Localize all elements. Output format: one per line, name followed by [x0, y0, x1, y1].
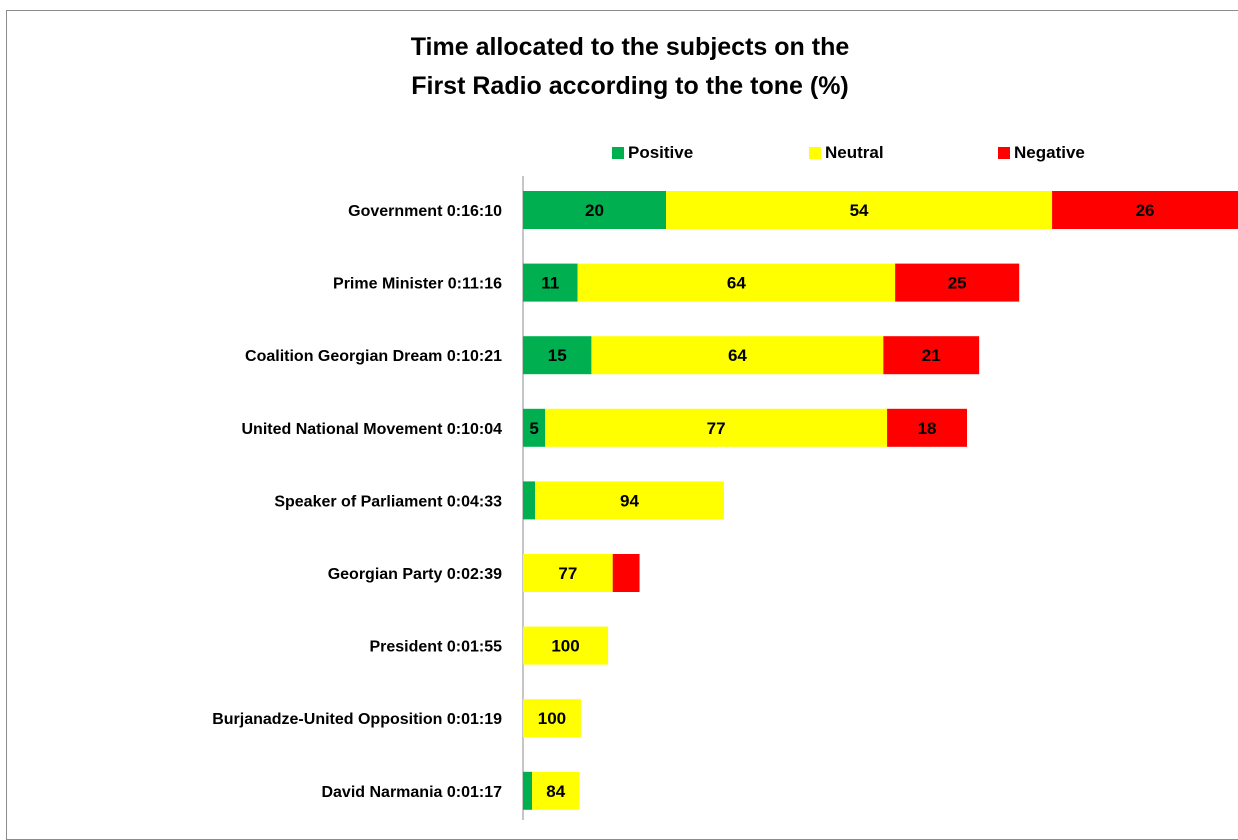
data-label: 64	[728, 346, 747, 365]
legend-swatch-positive	[612, 147, 624, 159]
bar-segment-positive	[523, 481, 536, 520]
legend-label-positive: Positive	[628, 143, 694, 162]
category-label: Georgian Party 0:02:39	[328, 566, 502, 583]
category-label: Burjanadze-United Opposition 0:01:19	[212, 711, 502, 728]
bar-segment-neutral	[532, 771, 580, 810]
data-label: 5	[529, 419, 538, 438]
legend-label-neutral: Neutral	[825, 143, 884, 162]
bar-segment-positive	[523, 191, 666, 229]
data-label: 25	[948, 274, 967, 293]
category-label: President 0:01:55	[369, 639, 502, 656]
legend-swatch-negative	[998, 147, 1010, 159]
data-label: 11	[541, 274, 559, 293]
data-label: 15	[548, 346, 567, 365]
bar-segment-negative	[895, 263, 1020, 302]
data-label: 100	[551, 637, 579, 656]
data-label: 64	[727, 274, 746, 293]
bar-segment-negative	[612, 554, 640, 592]
bar-segment-positive	[523, 408, 546, 447]
bar-segment-negative	[1052, 191, 1238, 229]
legend-label-negative: Negative	[1014, 143, 1085, 162]
bar-segment-neutral	[577, 263, 896, 302]
bar-segment-positive	[523, 263, 578, 302]
data-label: 94	[620, 491, 639, 510]
data-label: 26	[1136, 201, 1155, 220]
bar-segment-positive	[523, 771, 533, 810]
category-label: Government 0:16:10	[348, 203, 502, 220]
data-label: 77	[707, 419, 726, 438]
bar-segment-negative	[883, 336, 980, 375]
bar-segment-positive	[523, 336, 592, 375]
bar-segment-neutral	[523, 699, 581, 738]
bar-segment-neutral	[535, 481, 724, 520]
bar-segment-neutral	[666, 191, 1053, 229]
category-label: United National Movement 0:10:04	[242, 421, 503, 438]
data-label: 84	[546, 782, 565, 801]
chart-title: Time allocated to the subjects on the Fi…	[330, 28, 930, 106]
stacked-bar-chart: Government 0:16:10 20 54 26 Prime Minister 0…	[212, 176, 1238, 820]
chart-title-line-2: First Radio according to the tone (%)	[411, 72, 849, 100]
data-label: 20	[585, 201, 604, 220]
data-label: 54	[850, 201, 869, 220]
bar-segment-neutral	[523, 554, 613, 592]
category-label: Prime Minister 0:11:16	[333, 276, 502, 293]
legend-swatch-neutral	[809, 147, 821, 159]
bar-segment-neutral	[545, 408, 888, 447]
category-label: David Narmania 0:01:17	[321, 784, 502, 801]
bar-segment-negative	[887, 408, 968, 447]
category-label: Coalition Georgian Dream 0:10:21	[245, 348, 502, 365]
data-label: 77	[558, 564, 577, 583]
data-label: 18	[918, 419, 937, 438]
data-label: 100	[538, 709, 566, 728]
bar-segment-neutral	[591, 336, 884, 375]
chart-title-line-1: Time allocated to the subjects on the	[410, 33, 850, 61]
category-label: Speaker of Parliament 0:04:33	[274, 493, 502, 510]
data-label: 21	[922, 346, 941, 365]
bar-segment-neutral	[523, 626, 609, 665]
